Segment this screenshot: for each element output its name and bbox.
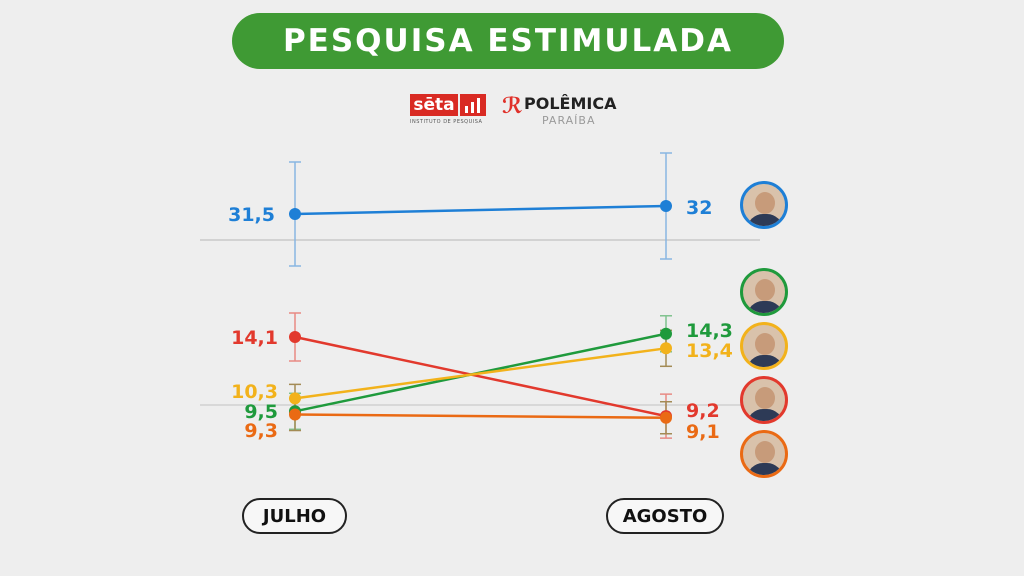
series-line: [294, 335, 667, 418]
candidate-avatar: [740, 430, 788, 478]
data-point: [289, 408, 301, 421]
data-label: 9,3: [244, 420, 278, 442]
series-line: [294, 347, 667, 400]
data-label: 32: [686, 197, 712, 219]
x-label-agosto: AGOSTO: [606, 498, 724, 534]
data-point: [660, 342, 672, 355]
data-point: [660, 200, 672, 212]
data-point: [660, 327, 672, 340]
candidate-avatar: [740, 322, 788, 370]
data-point: [289, 208, 301, 220]
chart-title: PESQUISA ESTIMULADA: [232, 13, 784, 69]
candidate-avatar: [740, 268, 788, 316]
data-label: 14,3: [686, 320, 733, 342]
data-label: 9,2: [686, 400, 720, 422]
logos: sēta INSTITUTO DE PESQUISA ℛ POLÊMICA PA…: [410, 92, 616, 132]
polemica-subtitle: PARAÍBA: [542, 114, 596, 127]
polemica-logo: POLÊMICA: [524, 94, 617, 113]
polemica-icon: ℛ: [502, 94, 523, 119]
data-label: 10,3: [231, 381, 278, 403]
x-label-julho: JULHO: [242, 498, 347, 534]
bar-chart-icon: [460, 94, 486, 116]
data-point: [289, 392, 301, 405]
data-label: 31,5: [228, 204, 275, 226]
candidate-avatar: [740, 376, 788, 424]
candidate-avatar: [740, 181, 788, 229]
data-label: 13,4: [686, 340, 733, 362]
data-label: 9,1: [686, 421, 720, 443]
seta-subtitle: INSTITUTO DE PESQUISA: [410, 119, 483, 125]
data-point: [660, 411, 672, 424]
data-label: 14,1: [231, 327, 278, 349]
data-label: 9,5: [244, 401, 278, 423]
series-line: [294, 413, 667, 419]
seta-logo: sēta: [410, 94, 458, 116]
series-line: [294, 204, 667, 216]
data-point: [289, 331, 301, 343]
